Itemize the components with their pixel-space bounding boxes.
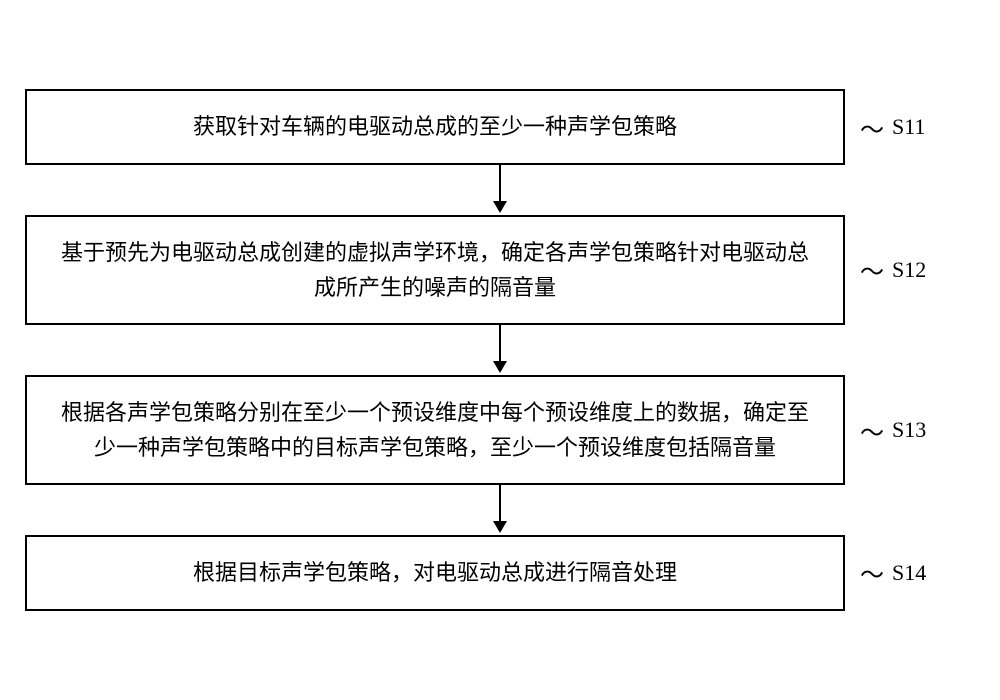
step-label-2: 〜 S12 <box>860 252 926 287</box>
step-row-1: 获取针对车辆的电驱动总成的至少一种声学包策略 〜 S11 <box>25 89 975 164</box>
step-row-3: 根据各声学包策略分别在至少一个预设维度中每个预设维度上的数据，确定至少一种声学包… <box>25 375 975 485</box>
arrow-down-icon <box>485 165 515 215</box>
tilde-icon: 〜 <box>860 413 884 448</box>
tilde-icon: 〜 <box>860 110 884 145</box>
step-box-3: 根据各声学包策略分别在至少一个预设维度中每个预设维度上的数据，确定至少一种声学包… <box>25 375 845 485</box>
step-box-1: 获取针对车辆的电驱动总成的至少一种声学包策略 <box>25 89 845 164</box>
step-label-1: 〜 S11 <box>860 110 925 145</box>
tilde-icon: 〜 <box>860 555 884 590</box>
flowchart-container: 获取针对车辆的电驱动总成的至少一种声学包策略 〜 S11 基于预先为电驱动总成创… <box>25 69 975 630</box>
arrow-1 <box>90 165 910 215</box>
step-box-4: 根据目标声学包策略，对电驱动总成进行隔音处理 <box>25 535 845 610</box>
step-box-2: 基于预先为电驱动总成创建的虚拟声学环境，确定各声学包策略针对电驱动总成所产生的噪… <box>25 215 845 325</box>
step-label-text-1: S11 <box>892 114 925 140</box>
step-label-text-3: S13 <box>892 417 926 443</box>
step-text-3: 根据各声学包策略分别在至少一个预设维度中每个预设维度上的数据，确定至少一种声学包… <box>57 395 813 465</box>
step-row-2: 基于预先为电驱动总成创建的虚拟声学环境，确定各声学包策略针对电驱动总成所产生的噪… <box>25 215 975 325</box>
arrow-down-icon <box>485 325 515 375</box>
step-row-4: 根据目标声学包策略，对电驱动总成进行隔音处理 〜 S14 <box>25 535 975 610</box>
step-text-1: 获取针对车辆的电驱动总成的至少一种声学包策略 <box>193 109 677 144</box>
tilde-icon: 〜 <box>860 252 884 287</box>
step-text-4: 根据目标声学包策略，对电驱动总成进行隔音处理 <box>193 555 677 590</box>
arrow-down-icon <box>485 485 515 535</box>
step-label-3: 〜 S13 <box>860 413 926 448</box>
step-label-text-2: S12 <box>892 257 926 283</box>
step-text-2: 基于预先为电驱动总成创建的虚拟声学环境，确定各声学包策略针对电驱动总成所产生的噪… <box>57 235 813 305</box>
arrow-2 <box>90 325 910 375</box>
step-label-text-4: S14 <box>892 560 926 586</box>
step-label-4: 〜 S14 <box>860 555 926 590</box>
arrow-3 <box>90 485 910 535</box>
